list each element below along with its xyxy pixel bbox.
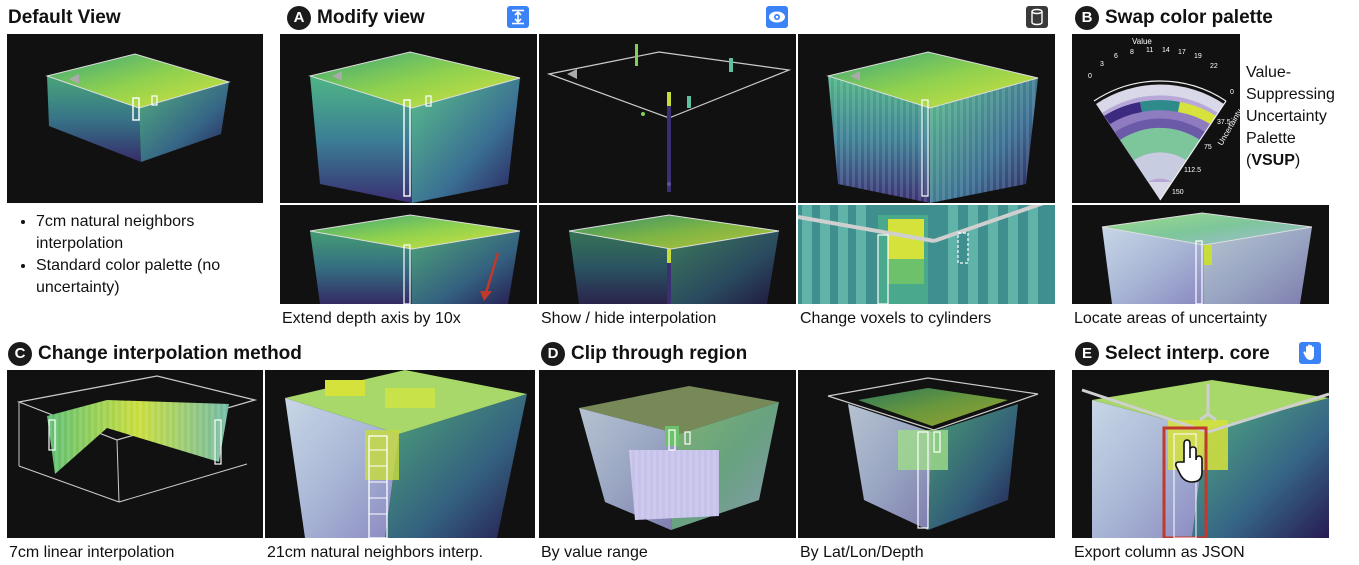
cylinder-icon[interactable] [1026,6,1048,28]
vsup-uncert-tick: 150 [1172,189,1184,196]
clip-latlon-panel[interactable] [798,370,1055,538]
select-core-title: E Select interp. core [1075,342,1270,366]
vsup-uncert-tick: 112.5 [1184,167,1201,174]
caption-linear-interp: 7cm linear interpolation [9,544,175,561]
depth-view-panel[interactable] [280,34,537,203]
hidden-interp-panel[interactable] [539,34,796,203]
modify-view-title-text: Modify view [317,7,425,28]
bullet-item: 7cm natural neighbors interpolation [36,211,264,255]
vsup-value-tick: 3 [1100,61,1104,68]
vsup-value-tick: 11 [1146,47,1153,54]
linear-interp-panel[interactable] [7,370,263,538]
vsup-label-line: Value- [1246,64,1292,81]
vsup-label-line: (VSUP) [1246,152,1301,169]
interp-method-title-text: Change interpolation method [38,343,302,364]
vsup-legend: Value 0 3 6 8 11 14 17 19 22 0 37.5 75 1… [1072,34,1240,203]
natural-neighbors-panel[interactable] [265,370,535,538]
eye-icon[interactable] [766,6,788,28]
clip-region-title-text: Clip through region [571,343,748,364]
vsup-label-line: Uncertainty [1246,108,1327,125]
depth-scale-icon[interactable] [507,6,529,28]
vsup-value-tick: 22 [1210,63,1218,70]
caption-locate-uncertainty: Locate areas of uncertainty [1074,310,1268,327]
caption-voxels-cylinders: Change voxels to cylinders [800,310,992,327]
default-view-title: Default View [8,7,121,28]
caption-lat-lon-depth: By Lat/Lon/Depth [800,544,924,561]
vsup-value-tick: 0 [1088,73,1092,80]
vsup-uncert-tick: 75 [1204,144,1212,151]
section-badge-a: A [287,6,311,30]
vsup-uncert-tick: 0 [1230,89,1234,96]
clip-value-panel[interactable] [539,370,796,538]
vsup-render-panel[interactable] [1072,205,1329,304]
section-badge-b: B [1075,6,1099,30]
vsup-label-line: Palette [1246,130,1296,147]
interp-method-title: C Change interpolation method [8,342,302,366]
vsup-label: Value- Suppressing Uncertainty Palette (… [1246,62,1356,172]
modify-view-title: A Modify view [287,6,425,30]
select-core-title-text: Select interp. core [1105,343,1270,364]
vsup-acronym: VSUP [1251,152,1295,169]
cylinder-view-panel[interactable] [798,34,1055,203]
vsup-value-tick: 14 [1162,47,1170,54]
cylinder-zoom-panel[interactable] [798,205,1055,304]
caption-extend-depth: Extend depth axis by 10x [282,310,461,327]
vsup-value-tick: 6 [1114,53,1118,60]
caption-show-hide-interp: Show / hide interpolation [541,310,717,327]
hand-icon[interactable] [1299,342,1321,364]
bullet-item: Standard color palette (no uncertainty) [36,255,264,299]
default-view-bullets: 7cm natural neighbors interpolation Stan… [14,211,264,299]
depth-extended-panel[interactable] [280,205,537,304]
vsup-label-line: Suppressing [1246,86,1335,103]
section-badge-d: D [541,342,565,366]
vsup-uncert-tick: 37.5 [1217,119,1231,126]
swap-palette-title-text: Swap color palette [1105,7,1273,28]
clip-region-title: D Clip through region [541,342,747,366]
vsup-value-tick: 17 [1178,49,1186,56]
vsup-value-tick: 8 [1130,49,1134,56]
core-select-panel[interactable] [1072,370,1329,538]
interp-toggle-panel[interactable] [539,205,796,304]
caption-export-json: Export column as JSON [1074,544,1245,561]
default-view-render [45,53,231,162]
default-view-panel[interactable] [7,34,263,203]
vsup-value-tick: 19 [1194,53,1202,60]
caption-value-range: By value range [541,544,648,561]
section-badge-c: C [8,342,32,366]
section-badge-e: E [1075,342,1099,366]
caption-natural-neighbors: 21cm natural neighbors interp. [267,544,484,561]
vsup-value-title: Value [1132,37,1152,46]
swap-palette-title: B Swap color palette [1075,6,1273,30]
